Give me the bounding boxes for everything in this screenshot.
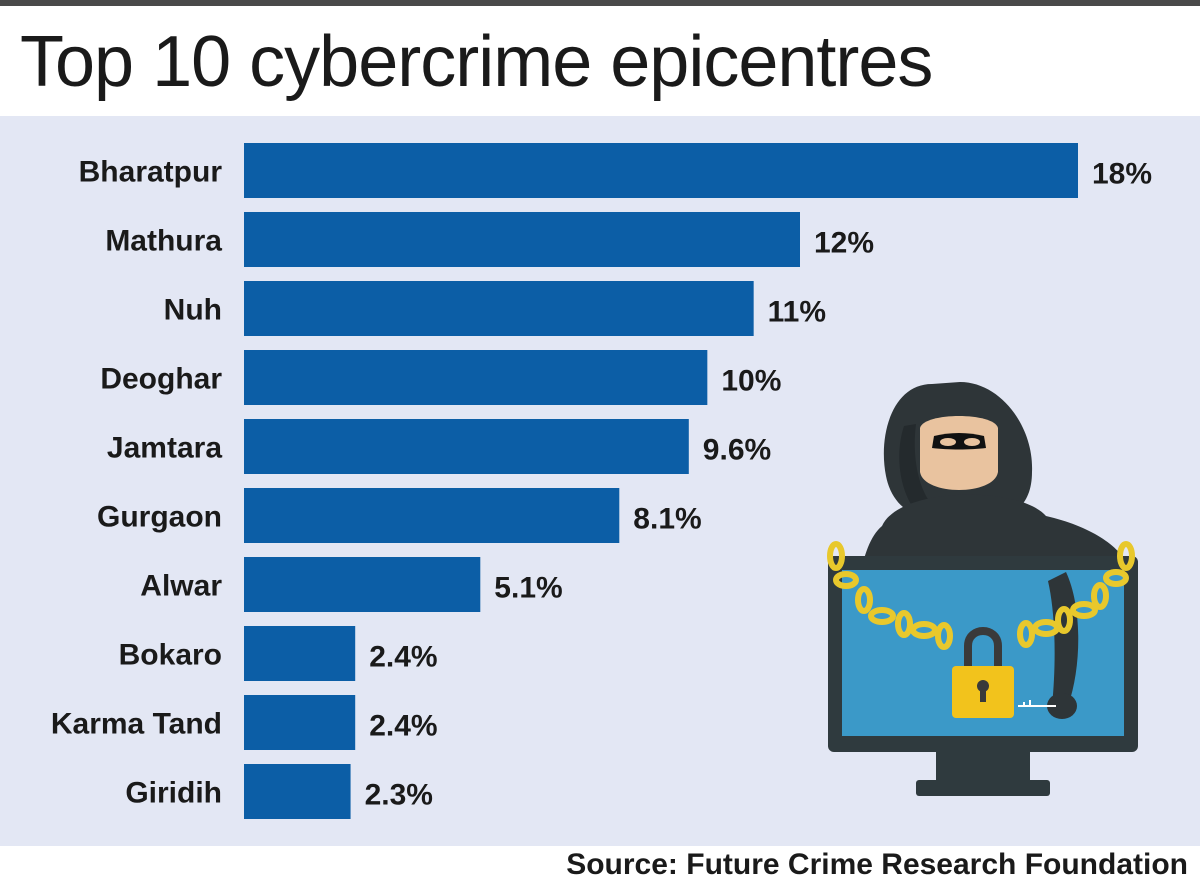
chart-title: Top 10 cybercrime epicentres: [20, 22, 933, 102]
category-label: Deoghar: [100, 363, 222, 396]
category-label: Mathura: [105, 225, 222, 258]
value-label: 12%: [814, 227, 874, 260]
value-label: 10%: [721, 365, 781, 398]
category-label: Bokaro: [119, 639, 222, 672]
bar-deoghar: [244, 350, 708, 405]
bar-mathura: [244, 212, 800, 267]
value-label: 8.1%: [633, 503, 701, 536]
value-label: 2.3%: [365, 779, 433, 812]
hacker-illustration-icon: [827, 382, 1138, 796]
bar-bharatpur: [244, 143, 1078, 198]
bar-karma-tand: [244, 695, 356, 750]
bar-giridih: [244, 764, 351, 819]
value-label: 9.6%: [703, 434, 771, 467]
value-label: 2.4%: [369, 710, 437, 743]
value-label: 18%: [1092, 158, 1152, 191]
bar-alwar: [244, 557, 481, 612]
bar-gurgaon: [244, 488, 620, 543]
bar-bokaro: [244, 626, 356, 681]
source-note: Source: Future Crime Research Foundation: [566, 848, 1188, 881]
category-label: Karma Tand: [51, 708, 222, 741]
value-label: 11%: [768, 296, 826, 329]
category-label: Giridih: [125, 777, 222, 810]
category-label: Alwar: [140, 570, 222, 603]
category-label: Gurgaon: [97, 501, 222, 534]
value-label: 2.4%: [369, 641, 437, 674]
category-label: Bharatpur: [79, 156, 223, 189]
value-label: 5.1%: [494, 572, 562, 605]
bar-jamtara: [244, 419, 689, 474]
category-label: Nuh: [164, 294, 222, 327]
category-label: Jamtara: [107, 432, 222, 465]
top-rule: [0, 0, 1200, 6]
bar-nuh: [244, 281, 754, 336]
bars-layer: Bharatpur 18% Mathura 12% Nuh 11% Deoghar 10% Ja…: [51, 143, 1152, 819]
